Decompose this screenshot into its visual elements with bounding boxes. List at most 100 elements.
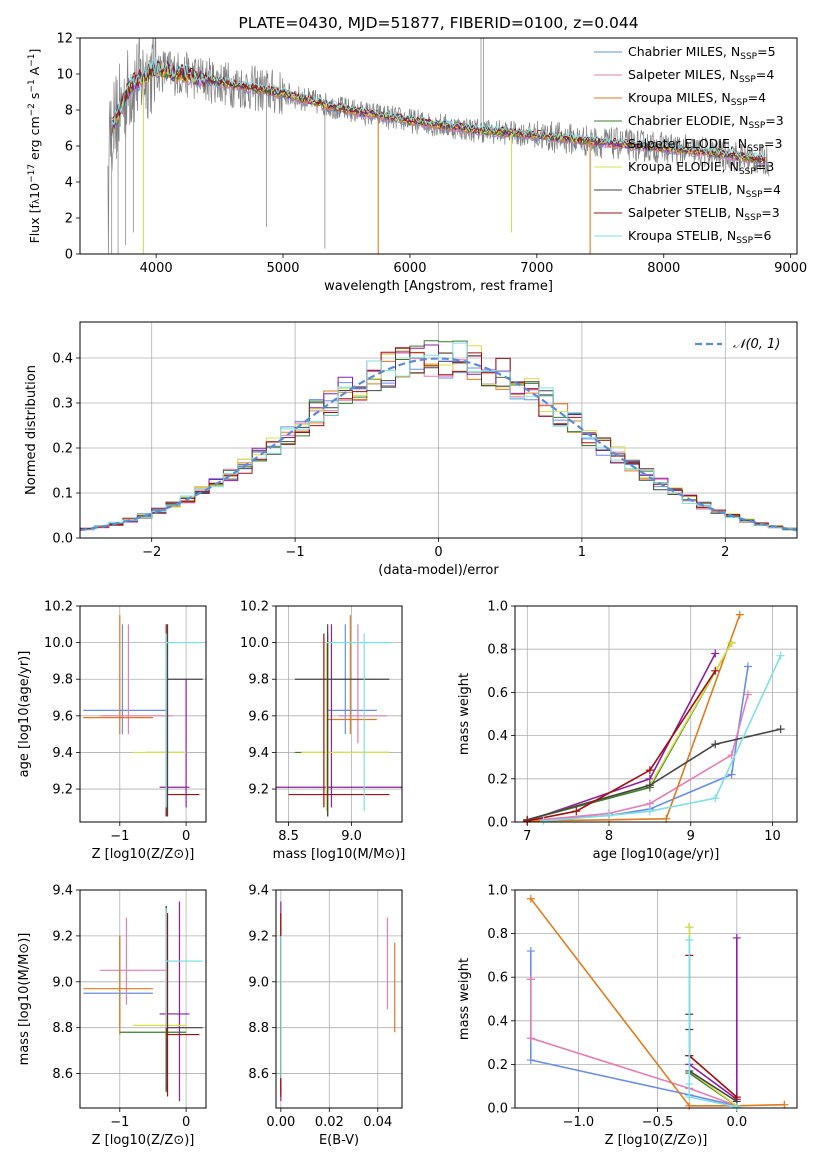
y-tick-label: 9.2 (248, 783, 269, 798)
mass-weight-line-chabrier-elodie (527, 642, 733, 821)
legend-subscript: SSP (747, 144, 764, 154)
y-tick-label: 0.6 (487, 686, 508, 701)
mass-weight-marker-chabrier-miles (743, 662, 752, 671)
x-tick-label: 10 (764, 829, 781, 844)
y-axis-label: mass [log10(M/M⊙)] (17, 933, 32, 1066)
histogram-chabrier-elodie (80, 340, 797, 531)
y-tick-label: 9.2 (248, 929, 269, 944)
y-axis-label: Normed distribution (24, 365, 39, 495)
plot-area (83, 901, 203, 1102)
x-tick-label: −1 (110, 1115, 129, 1130)
y-tick-label: 9.0 (52, 975, 73, 990)
y-tick-label: 9.2 (52, 783, 73, 798)
mass-weight-vs-age-panel: 7 8 9 10 0.0 0.2 0.4 0.6 0.8 1.0 age [log10(age/yr… (457, 600, 798, 862)
legend-equals: = (765, 113, 775, 128)
mass-weight-marker-chabrier-miles (727, 770, 736, 779)
y-tick-label: 10.0 (44, 636, 73, 651)
mass-weight-line-salpeter-elodie (527, 653, 717, 822)
legend-subscript: SSP (739, 167, 756, 177)
mass-weight-marker-kroupa-miles (735, 610, 744, 619)
histogram-kroupa-stelib (80, 342, 797, 531)
x-tick-label: 8 (605, 829, 613, 844)
x-tick-label: 0 (434, 545, 442, 560)
axes-frame (275, 889, 403, 1109)
y-tick-label: 9.4 (248, 884, 269, 899)
legend-equals: = (764, 136, 774, 151)
legend-text: Chabrier STELIB, N (628, 182, 746, 197)
label-part: A (27, 66, 42, 79)
y-tick-label: 0.4 (487, 1014, 508, 1029)
mass-weight-line-salpeter-elodie (688, 938, 738, 1106)
x-tick-label: 7000 (520, 261, 553, 276)
mass-weight-marker-kroupa-miles (526, 894, 535, 903)
legend-equals: = (753, 228, 763, 243)
plot-area (280, 901, 396, 1102)
legend-n-value: 4 (773, 182, 781, 197)
legend-text: Kroupa MILES, N (628, 90, 731, 105)
y-tick-label: 0.4 (487, 729, 508, 744)
label-part: ] (27, 49, 42, 54)
x-tick-label: 9 (687, 829, 695, 844)
superscript: −1 (27, 79, 37, 92)
mass-weight-marker-kroupa-stelib (732, 1102, 741, 1111)
legend-n-value: 5 (768, 44, 776, 59)
mass-weight-marker-chabrier-stelib (711, 740, 720, 749)
legend-equals: = (756, 67, 766, 82)
y-tick-label: 0.0 (52, 532, 73, 547)
x-tick-label: 0 (182, 1115, 190, 1130)
model-spectrum-kroupa-stelib (111, 57, 766, 160)
y-tick-label: 10.2 (240, 600, 269, 615)
plot-area (523, 610, 785, 825)
legend-subscript: SSP (736, 236, 753, 246)
x-axis-label: E(B-V) (319, 1133, 359, 1148)
residual-histogram-panel: −2 −1 0 1 2 0.0 0.1 0.2 0.3 0.4 (data-model)/error… (24, 321, 798, 578)
mass-weight-marker-kroupa-miles (780, 1100, 789, 1109)
x-tick-label: 5000 (266, 261, 299, 276)
x-tick-label: 6000 (393, 261, 426, 276)
mass-weight-line-kroupa-stelib (688, 940, 737, 1108)
y-tick-label: 0.8 (487, 643, 508, 658)
legend-n-value: 4 (758, 90, 766, 105)
legend-n-value: 6 (764, 228, 772, 243)
plot-area (80, 340, 797, 532)
legend-entry: Kroupa ELODIE, NSSP=3 (628, 159, 774, 177)
legend-entry: Salpeter MILES, NSSP=4 (628, 67, 774, 85)
age-vs-metallicity-panel: −1 0 9.2 9.4 9.6 9.8 10.0 10.2 Z [log10(Z/Z⊙)] ag… (17, 600, 207, 862)
plot-area (526, 894, 789, 1111)
mass-weight-marker-chabrier-miles (526, 947, 535, 956)
legend-text: Kroupa ELODIE, N (628, 159, 739, 174)
x-tick-label: 1 (578, 545, 586, 560)
mass-weight-line-kroupa-miles (527, 614, 741, 822)
label-part: λ (32, 198, 42, 204)
legend-entry: Kroupa STELIB, NSSP=6 (628, 228, 772, 246)
y-tick-label: 0.4 (52, 352, 73, 367)
axes-frame (514, 605, 798, 823)
y-tick-label: 9.4 (52, 884, 73, 899)
mass-weight-line-kroupa-miles (530, 898, 785, 1107)
mass-weight-line-chabrier-stelib (527, 728, 781, 821)
legend-n-value: 3 (772, 205, 780, 220)
y-tick-label: 9.4 (52, 746, 73, 761)
legend-entry: Salpeter ELODIE, NSSP=3 (628, 136, 782, 154)
y-tick-label: 0.6 (487, 971, 508, 986)
y-tick-label: 0.1 (52, 487, 73, 502)
y-tick-label: 9.6 (248, 709, 269, 724)
x-tick-label: 2 (721, 545, 729, 560)
mass-weight-marker-kroupa-stelib (645, 807, 654, 816)
y-tick-label: 8.8 (52, 1021, 73, 1036)
mass-vs-metallicity-panel: −1 0 8.6 8.8 9.0 9.2 9.4 Z [log10(Z/Z⊙)] mass [l… (17, 884, 207, 1148)
x-tick-label: 0.0 (726, 1115, 747, 1130)
mass-weight-vs-metallicity-panel: −1.0 −0.5 0.0 0.0 0.2 0.4 0.6 0.8 1.0 Z [log10(Z/… (457, 884, 798, 1148)
legend-n-value: 3 (766, 159, 774, 174)
axes-frame (275, 605, 403, 823)
mass-weight-line-kroupa-elodie (688, 927, 738, 1107)
x-tick-label: 0.00 (266, 1115, 295, 1130)
model-spectrum-salpeter-stelib (111, 60, 766, 162)
superscript: −2 (27, 103, 37, 116)
mass-weight-marker-kroupa-stelib (776, 651, 785, 660)
y-tick-label: 0.3 (52, 397, 73, 412)
x-axis-label: Z [log10(Z/Z⊙)] (605, 1133, 708, 1148)
x-tick-label: 0.04 (363, 1115, 392, 1130)
x-tick-label: −1 (286, 545, 305, 560)
